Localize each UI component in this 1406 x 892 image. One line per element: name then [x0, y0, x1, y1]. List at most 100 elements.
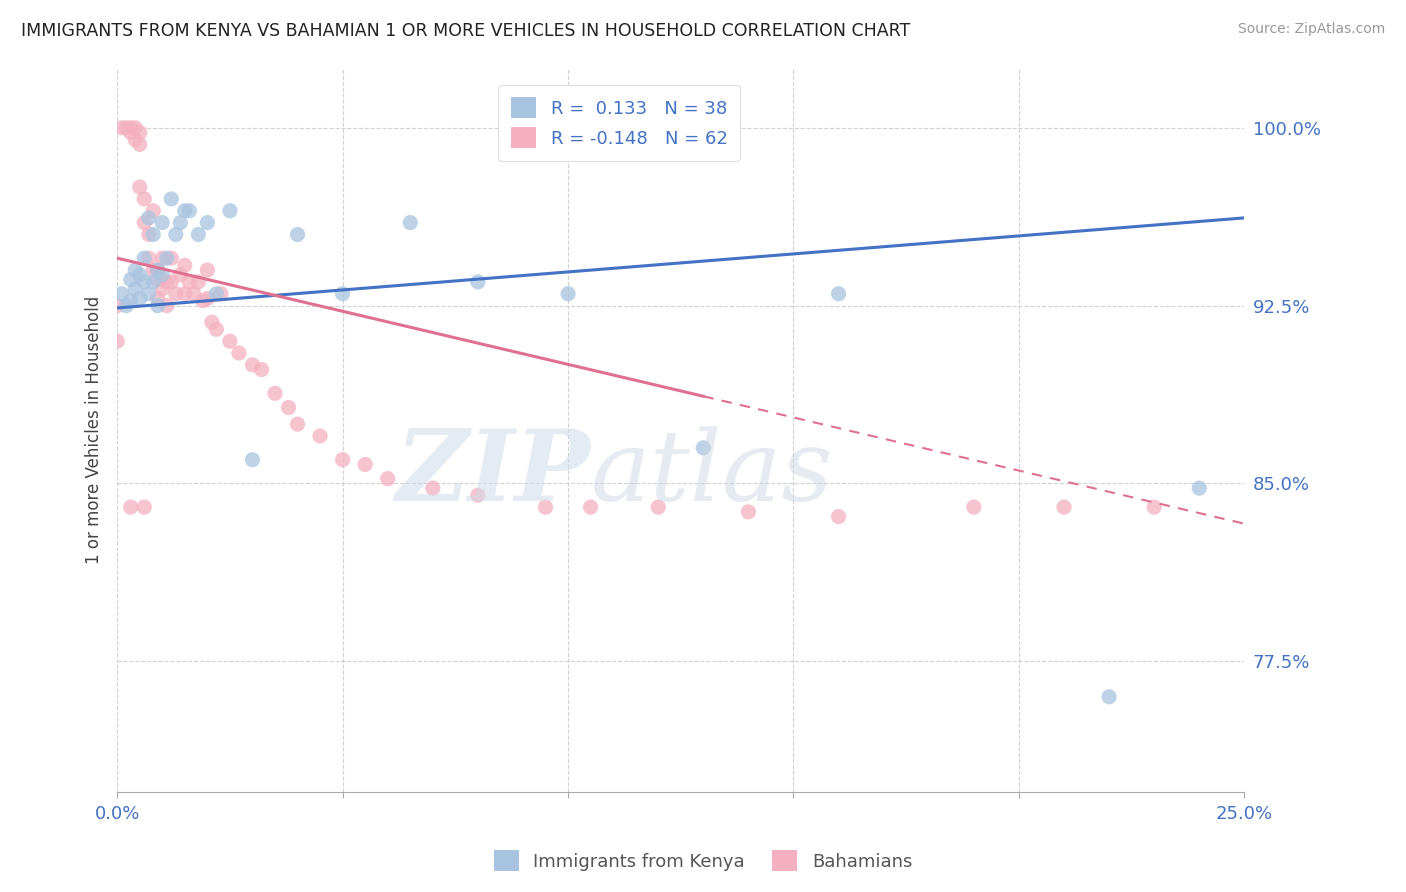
Point	[647, 500, 669, 515]
Point	[105, 299, 128, 313]
Point	[124, 133, 146, 147]
Point	[120, 272, 142, 286]
Point	[160, 192, 183, 206]
Point	[128, 126, 150, 140]
Point	[209, 286, 232, 301]
Point	[534, 500, 557, 515]
Point	[827, 286, 849, 301]
Point	[963, 500, 986, 515]
Legend: R =  0.133   N = 38, R = -0.148   N = 62: R = 0.133 N = 38, R = -0.148 N = 62	[498, 85, 740, 161]
Point	[146, 272, 169, 286]
Point	[169, 268, 191, 282]
Point	[332, 286, 354, 301]
Point	[150, 251, 173, 265]
Point	[156, 275, 179, 289]
Point	[160, 251, 183, 265]
Point	[146, 292, 169, 306]
Point	[128, 292, 150, 306]
Point	[201, 315, 224, 329]
Point	[579, 500, 602, 515]
Point	[134, 216, 156, 230]
Point	[165, 227, 187, 242]
Point	[287, 227, 309, 242]
Point	[195, 216, 218, 230]
Point	[111, 120, 134, 135]
Point	[138, 286, 160, 301]
Point	[156, 251, 179, 265]
Point	[124, 120, 146, 135]
Point	[124, 263, 146, 277]
Point	[242, 452, 264, 467]
Text: Source: ZipAtlas.com: Source: ZipAtlas.com	[1237, 22, 1385, 37]
Point	[138, 251, 160, 265]
Point	[146, 263, 169, 277]
Point	[309, 429, 332, 443]
Point	[142, 263, 165, 277]
Point	[264, 386, 287, 401]
Point	[138, 227, 160, 242]
Point	[115, 120, 138, 135]
Point	[1053, 500, 1076, 515]
Point	[134, 192, 156, 206]
Point	[187, 227, 209, 242]
Y-axis label: 1 or more Vehicles in Household: 1 or more Vehicles in Household	[86, 296, 103, 564]
Point	[467, 488, 489, 502]
Point	[138, 211, 160, 225]
Point	[115, 299, 138, 313]
Point	[191, 293, 214, 308]
Point	[692, 441, 714, 455]
Point	[146, 263, 169, 277]
Point	[173, 286, 195, 301]
Point	[179, 275, 201, 289]
Text: ZIP: ZIP	[395, 425, 591, 522]
Point	[737, 505, 759, 519]
Point	[287, 417, 309, 431]
Point	[1143, 500, 1166, 515]
Point	[1098, 690, 1121, 704]
Point	[195, 263, 218, 277]
Point	[120, 120, 142, 135]
Point	[146, 299, 169, 313]
Point	[228, 346, 250, 360]
Point	[422, 481, 444, 495]
Point	[142, 203, 165, 218]
Point	[250, 362, 273, 376]
Point	[377, 472, 399, 486]
Point	[128, 268, 150, 282]
Point	[105, 334, 128, 348]
Point	[195, 292, 218, 306]
Point	[165, 286, 187, 301]
Legend: Immigrants from Kenya, Bahamians: Immigrants from Kenya, Bahamians	[486, 843, 920, 879]
Point	[134, 500, 156, 515]
Point	[128, 180, 150, 194]
Point	[156, 299, 179, 313]
Point	[187, 275, 209, 289]
Point	[150, 216, 173, 230]
Point	[332, 452, 354, 467]
Point	[557, 286, 579, 301]
Point	[169, 216, 191, 230]
Point	[142, 227, 165, 242]
Point	[354, 458, 377, 472]
Point	[111, 286, 134, 301]
Text: IMMIGRANTS FROM KENYA VS BAHAMIAN 1 OR MORE VEHICLES IN HOUSEHOLD CORRELATION CH: IMMIGRANTS FROM KENYA VS BAHAMIAN 1 OR M…	[21, 22, 910, 40]
Point	[120, 500, 142, 515]
Point	[124, 282, 146, 296]
Point	[173, 203, 195, 218]
Point	[467, 275, 489, 289]
Point	[827, 509, 849, 524]
Point	[242, 358, 264, 372]
Point	[150, 282, 173, 296]
Point	[128, 137, 150, 152]
Text: atlas: atlas	[591, 425, 834, 521]
Point	[173, 258, 195, 272]
Point	[160, 275, 183, 289]
Point	[219, 334, 242, 348]
Point	[134, 275, 156, 289]
Point	[205, 322, 228, 336]
Point	[120, 293, 142, 308]
Point	[120, 126, 142, 140]
Point	[183, 286, 205, 301]
Point	[219, 203, 242, 218]
Point	[277, 401, 299, 415]
